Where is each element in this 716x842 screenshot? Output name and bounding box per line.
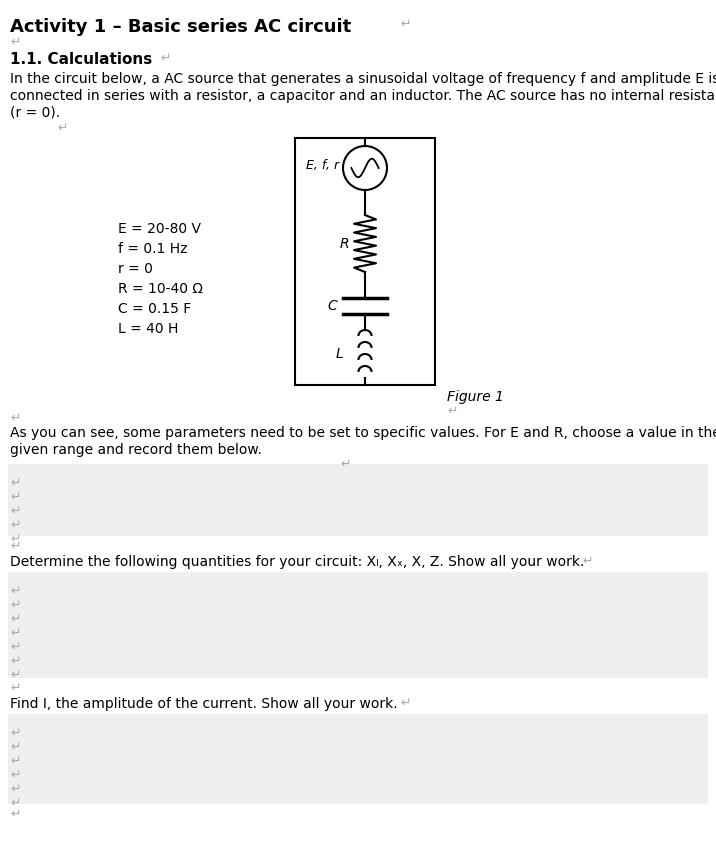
Text: ↵: ↵ [160, 52, 170, 65]
Text: Find I, the amplitude of the current. Show all your work.: Find I, the amplitude of the current. Sh… [10, 697, 397, 711]
Text: ↵: ↵ [10, 533, 21, 546]
Text: In the circuit below, a AC source that generates a sinusoidal voltage of frequen: In the circuit below, a AC source that g… [10, 72, 716, 86]
Text: ↵: ↵ [10, 627, 21, 640]
Text: (r = 0).: (r = 0). [10, 106, 60, 120]
Text: ↵: ↵ [10, 613, 21, 626]
FancyBboxPatch shape [8, 464, 708, 536]
Bar [295, 138, 435, 385]
Text: ↵: ↵ [10, 669, 21, 682]
Text: L: L [335, 347, 343, 361]
Text: connected in series with a resistor, a capacitor and an inductor. The AC source : connected in series with a resistor, a c… [10, 89, 716, 103]
Text: Figure 1: Figure 1 [447, 390, 504, 404]
Text: ↵: ↵ [10, 797, 21, 810]
Text: ↵: ↵ [10, 585, 21, 598]
Text: ↵: ↵ [10, 755, 21, 768]
Text: ↵: ↵ [10, 727, 21, 740]
Text: ↵: ↵ [10, 769, 21, 782]
Text: ↵: ↵ [340, 458, 351, 471]
Text: ↵: ↵ [10, 741, 21, 754]
Text: ↵: ↵ [10, 655, 21, 668]
Text: f = 0.1 Hz: f = 0.1 Hz [118, 242, 188, 256]
Text: L = 40 H: L = 40 H [118, 322, 178, 336]
Text: ↵: ↵ [10, 682, 21, 695]
Text: R: R [339, 237, 349, 251]
Text: ↵: ↵ [10, 491, 21, 504]
Text: ↵: ↵ [10, 36, 21, 49]
Text: ↵: ↵ [10, 808, 21, 821]
Text: ↵: ↵ [400, 18, 410, 31]
Text: ↵: ↵ [10, 783, 21, 796]
Text: ↵: ↵ [10, 641, 21, 654]
Text: E = 20-80 V: E = 20-80 V [118, 222, 201, 236]
Text: ↵: ↵ [582, 555, 593, 568]
Text: As you can see, some parameters need to be set to specific values. For E and R, : As you can see, some parameters need to … [10, 426, 716, 440]
Text: Activity 1 – Basic series AC circuit: Activity 1 – Basic series AC circuit [10, 18, 352, 36]
Text: 1.1. Calculations: 1.1. Calculations [10, 52, 153, 67]
Text: E, f, r: E, f, r [306, 158, 339, 172]
Text: ↵: ↵ [10, 599, 21, 612]
Text: given range and record them below.: given range and record them below. [10, 443, 262, 457]
Text: ↵: ↵ [10, 477, 21, 490]
Text: ↵: ↵ [10, 519, 21, 532]
Text: ↵: ↵ [447, 405, 458, 418]
FancyBboxPatch shape [8, 714, 708, 804]
Text: r = 0: r = 0 [118, 262, 153, 276]
Text: ↵: ↵ [57, 122, 67, 135]
FancyBboxPatch shape [8, 572, 708, 678]
Text: Determine the following quantities for your circuit: Xₗ, Xₓ, X, Z. Show all your: Determine the following quantities for y… [10, 555, 584, 569]
Text: R = 10-40 Ω: R = 10-40 Ω [118, 282, 203, 296]
Text: ↵: ↵ [10, 505, 21, 518]
Text: ↵: ↵ [10, 540, 21, 553]
Text: ↵: ↵ [10, 412, 21, 425]
Text: C = 0.15 F: C = 0.15 F [118, 302, 191, 316]
Text: ↵: ↵ [400, 697, 410, 710]
Text: C: C [327, 299, 337, 313]
